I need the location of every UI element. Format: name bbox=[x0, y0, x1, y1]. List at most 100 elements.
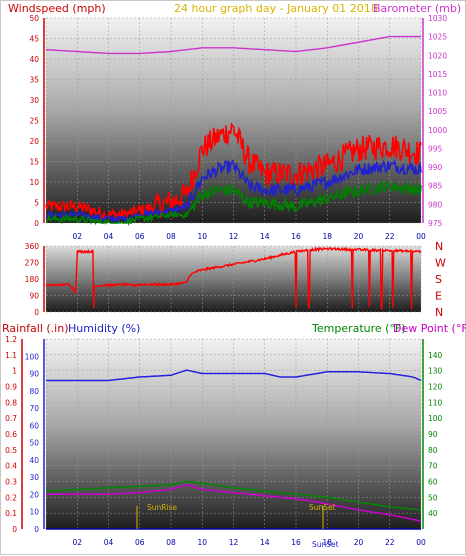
temperature-tick: 130 bbox=[428, 367, 443, 376]
temperature-tick: 50 bbox=[428, 493, 438, 502]
humidity-tick: 70 bbox=[29, 404, 39, 413]
direction-tick: 270 bbox=[25, 259, 40, 268]
windspeed-axis-title: Windspeed (mph) bbox=[8, 2, 106, 15]
compass-label: W bbox=[435, 257, 446, 270]
temperature-f-line bbox=[45, 480, 422, 511]
humidity-tick: 80 bbox=[29, 387, 39, 396]
climate-hour-tick-labels: 02 04 06 08 10 12 14 16 18 20 22 00 bbox=[72, 538, 426, 547]
wind-direction-line bbox=[45, 246, 422, 310]
dew-point-f-line bbox=[46, 483, 422, 522]
hour-tick: 22 bbox=[385, 538, 395, 547]
chart-title: 24 hour graph day - January 01 2018 bbox=[174, 2, 378, 15]
dewpoint-axis-title: Dew Point (°F) bbox=[393, 322, 466, 335]
rainfall-tick: 0.3 bbox=[5, 478, 17, 487]
barometer-axis-title: Barometer (mb) bbox=[373, 2, 461, 15]
wind-minimum-line bbox=[45, 180, 422, 227]
temperature-axis-title: Temperature (°F) bbox=[311, 322, 406, 335]
barometer-line bbox=[45, 35, 421, 55]
temperature-tick: 80 bbox=[428, 446, 438, 455]
hour-tick: 06 bbox=[135, 538, 145, 547]
humidity-tick: 50 bbox=[29, 439, 39, 448]
rainfall-tick: 1 bbox=[12, 367, 17, 376]
compass-label: E bbox=[435, 290, 442, 303]
windspeed-tick: 30 bbox=[29, 96, 39, 105]
temperature-tick: 110 bbox=[428, 398, 443, 407]
hour-tick: 10 bbox=[197, 538, 207, 547]
temperature-tick: 120 bbox=[428, 383, 443, 392]
temperature-tick: 90 bbox=[428, 430, 438, 439]
rainfall-axis-title: Rainfall (.in) bbox=[2, 322, 69, 335]
humidity-tick: 40 bbox=[29, 456, 39, 465]
barometer-tick: 980 bbox=[428, 200, 443, 209]
hour-tick: 20 bbox=[354, 232, 364, 241]
temperature-tick: 60 bbox=[428, 478, 438, 487]
barometer-tick: 1010 bbox=[428, 89, 447, 98]
hour-tick: 04 bbox=[104, 538, 114, 547]
direction-tick: 90 bbox=[29, 292, 39, 301]
hour-tick: 04 bbox=[104, 232, 114, 241]
hour-tick: 14 bbox=[260, 538, 270, 547]
hour-tick: 22 bbox=[385, 232, 395, 241]
barometer-tick: 1015 bbox=[428, 70, 447, 79]
humidity-tick: 30 bbox=[29, 473, 39, 482]
rainfall-tick: 0 bbox=[12, 525, 17, 534]
direction-tick-labels: 0 90 180 270 360 bbox=[25, 242, 40, 317]
direction-panel-series bbox=[45, 246, 422, 310]
humidity-tick: 90 bbox=[29, 370, 39, 379]
windspeed-tick: 5 bbox=[34, 199, 39, 208]
barometer-tick: 975 bbox=[428, 219, 443, 228]
humidity-tick: 0 bbox=[34, 525, 39, 534]
humidity-axis-title: Humidity (%) bbox=[68, 322, 140, 335]
direction-tick: 360 bbox=[25, 242, 40, 251]
windspeed-tick: 0 bbox=[34, 219, 39, 228]
windspeed-tick-labels: 0 5 10 15 20 25 30 35 40 45 50 bbox=[29, 14, 39, 228]
rainfall-tick: 0.7 bbox=[5, 414, 17, 423]
barometer-tick: 995 bbox=[428, 144, 443, 153]
hour-tick: 08 bbox=[166, 538, 176, 547]
hour-tick: 16 bbox=[291, 232, 301, 241]
humidity-tick: 20 bbox=[29, 490, 39, 499]
temperature-tick: 140 bbox=[428, 351, 443, 360]
windspeed-tick: 20 bbox=[29, 137, 39, 146]
temperature-tick: 70 bbox=[428, 462, 438, 471]
hour-tick: 02 bbox=[72, 538, 82, 547]
barometer-tick: 985 bbox=[428, 182, 443, 191]
hour-tick: 00 bbox=[416, 538, 426, 547]
hour-tick: 12 bbox=[229, 538, 239, 547]
windspeed-tick: 10 bbox=[29, 178, 39, 187]
rainfall-tick-labels: 0 0.1 0.2 0.3 0.4 0.5 0.6 0.7 0.8 0.9 1 1.1 1.2 bbox=[5, 335, 17, 534]
rainfall-tick: 0.6 bbox=[5, 430, 17, 439]
hour-tick: 12 bbox=[229, 232, 239, 241]
rainfall-tick: 0.2 bbox=[5, 493, 17, 502]
wind-hour-tick-labels: 02 04 06 08 10 12 14 16 18 20 22 00 bbox=[72, 232, 426, 241]
temperature-tick: 100 bbox=[428, 414, 443, 423]
direction-tick: 180 bbox=[25, 275, 40, 284]
humidity-tick-labels: 0 10 20 30 40 50 60 70 80 90 100 bbox=[25, 352, 40, 534]
wind-panel-series bbox=[45, 35, 422, 227]
hour-tick: 02 bbox=[72, 232, 82, 241]
windspeed-tick: 40 bbox=[29, 55, 39, 64]
hour-tick: 16 bbox=[291, 538, 301, 547]
hour-tick: 08 bbox=[166, 232, 176, 241]
wind-average-line bbox=[45, 158, 422, 223]
rainfall-tick: 0.5 bbox=[5, 446, 17, 455]
windspeed-tick: 45 bbox=[29, 35, 39, 44]
sunrise-label: SunRise bbox=[147, 503, 177, 512]
barometer-tick: 990 bbox=[428, 163, 443, 172]
hour-tick: 18 bbox=[322, 538, 332, 547]
windspeed-tick: 50 bbox=[29, 14, 39, 23]
hour-tick: 00 bbox=[416, 232, 426, 241]
hour-tick: 10 bbox=[197, 232, 207, 241]
sunset-label: SunSet bbox=[309, 503, 336, 512]
humidity-tick: 10 bbox=[29, 508, 39, 517]
temperature-tick-labels: 40 50 60 70 80 90 100 110 120 130 140 bbox=[428, 351, 443, 518]
hour-tick: 18 bbox=[322, 232, 332, 241]
temperature-tick: 40 bbox=[428, 509, 438, 518]
windspeed-tick: 25 bbox=[29, 117, 39, 126]
rainfall-tick: 0.9 bbox=[5, 383, 17, 392]
rainfall-tick: 1.1 bbox=[5, 351, 17, 360]
barometer-tick: 1005 bbox=[428, 107, 447, 116]
